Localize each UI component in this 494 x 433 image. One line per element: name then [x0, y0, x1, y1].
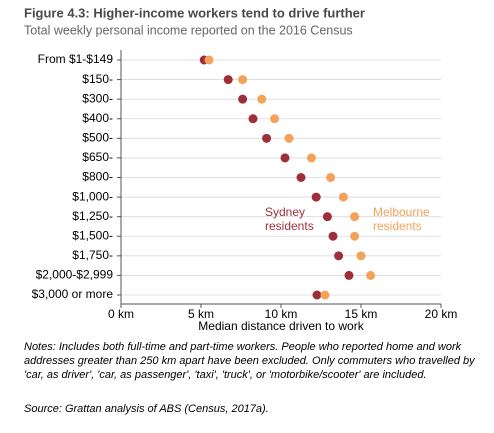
- dot: [311, 192, 321, 202]
- dot: [350, 231, 360, 241]
- y-tick-label: $3,000 or more: [32, 287, 114, 301]
- dot: [270, 114, 280, 124]
- dot: [338, 192, 348, 202]
- dot: [262, 133, 272, 143]
- dot: [238, 75, 248, 85]
- dot: [366, 270, 376, 280]
- dot: [204, 55, 214, 65]
- dot: [322, 212, 332, 222]
- x-tick-label: 15 km: [345, 307, 378, 321]
- y-tick-label: $1,000-: [72, 189, 113, 203]
- x-axis-label: Median distance driven to work: [198, 319, 364, 333]
- y-tick-label: $1,250-: [72, 209, 113, 223]
- notes: Notes: Includes both full-time and part-…: [24, 341, 475, 381]
- chart: Figure 4.3: Higher-income workers tend t…: [24, 5, 458, 333]
- melbourne-label: Melbourne residents: [373, 205, 430, 233]
- dot: [350, 212, 360, 222]
- dot: [334, 251, 344, 261]
- y-tick-label: $650-: [82, 150, 113, 164]
- dot: [223, 75, 233, 85]
- y-tick-label: $500-: [82, 131, 113, 145]
- y-tick-label: $800-: [82, 170, 113, 184]
- y-tick-label: $2,000-$2,999: [36, 268, 114, 282]
- dot: [238, 94, 248, 104]
- sydney-label: Sydney residents: [265, 205, 314, 233]
- chart-subtitle: Total weekly personal income reported on…: [24, 23, 353, 37]
- y-tick-label: $1,750-: [72, 248, 113, 262]
- dot: [356, 251, 366, 261]
- y-tick-label: $400-: [82, 111, 113, 125]
- x-tick-label: 5 km: [188, 307, 214, 321]
- x-tick-label: 10 km: [265, 307, 298, 321]
- y-tick-label: $300-: [82, 91, 113, 105]
- dot: [257, 94, 267, 104]
- x-tick-label: 20 km: [425, 307, 458, 321]
- dot: [328, 231, 338, 241]
- dot: [248, 114, 258, 124]
- y-tick-label: From $1-$149: [38, 52, 114, 66]
- dot: [284, 133, 294, 143]
- y-tick-label: $150-: [82, 72, 113, 86]
- dot: [320, 290, 330, 300]
- dot: [312, 290, 322, 300]
- dot: [296, 173, 306, 182]
- source: Source: Grattan analysis of ABS (Census,…: [24, 403, 269, 415]
- dot: [344, 270, 354, 280]
- x-tick-label: 0 km: [108, 307, 134, 321]
- y-tick-label: $1,500-: [72, 228, 113, 242]
- dot: [280, 153, 290, 163]
- dot: [306, 153, 316, 163]
- chart-title: Figure 4.3: Higher-income workers tend t…: [24, 5, 365, 20]
- dot: [326, 173, 336, 182]
